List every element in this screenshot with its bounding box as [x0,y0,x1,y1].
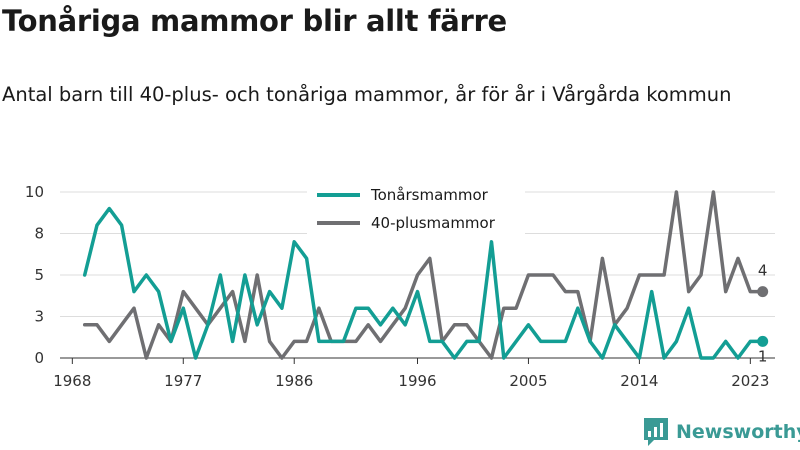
series-lines [82,190,765,360]
brand-name: Newsworthy [676,421,800,443]
brand-logo: Newsworthy [644,418,800,446]
legend-label: 40-plusmammor [371,214,496,232]
x-tick-label: 1977 [164,372,202,390]
y-tick-label: 8 [34,225,44,243]
chart-subtitle: Antal barn till 40-plus- och tonåriga ma… [2,83,732,106]
legend-label: Tonårsmammor [370,186,489,204]
series-end-point [757,335,769,347]
series-end-label: 1 [758,347,768,365]
series-line [82,206,765,360]
y-tick-label: 3 [34,308,44,326]
series-end-label: 4 [758,262,768,280]
y-tick-label: 5 [34,266,44,284]
x-tick-label: 1968 [53,372,91,390]
x-tick-label: 2005 [509,372,547,390]
x-tick-label: 2023 [731,372,769,390]
x-tick-label: 2014 [620,372,658,390]
chart-title: Tonåriga mammor blir allt färre [2,4,507,38]
x-axis-ticks: 1968 1977 1986 1996 2005 2014 2023 [53,358,769,390]
y-tick-label: 10 [25,183,44,201]
series-end-point [757,286,769,298]
x-tick-label: 1996 [398,372,436,390]
x-tick-label: 1986 [275,372,313,390]
end-labels: 14 [757,262,769,365]
legend: Tonårsmammor 40-plusmammor [307,181,525,235]
series-line [82,190,765,360]
y-axis-ticks: 0 3 5 8 10 [25,183,44,367]
y-tick-label: 0 [34,349,44,367]
bar-chart-logo-icon [644,418,668,446]
